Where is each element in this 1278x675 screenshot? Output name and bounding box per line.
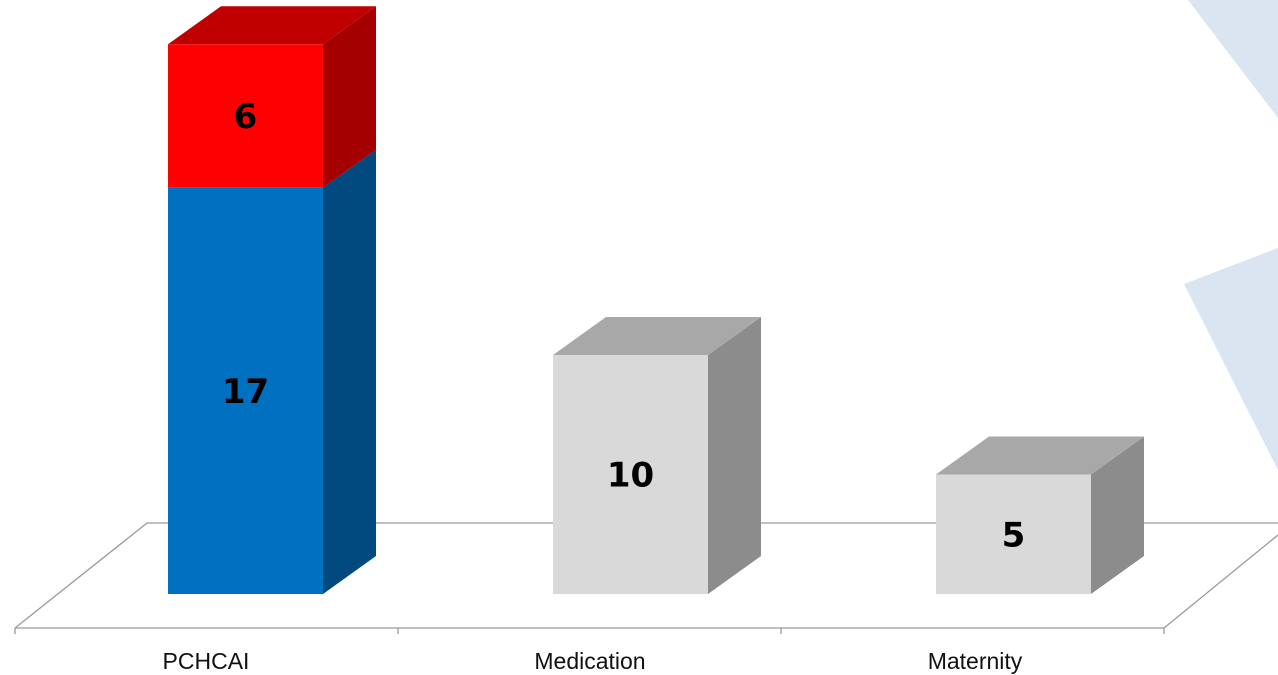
- bar-medication-base-side: [708, 317, 761, 594]
- bar-maternity-base-top: [936, 436, 1144, 475]
- data-label-pchcai-base: 17: [222, 372, 269, 412]
- category-label-maternity: Maternity: [928, 648, 1023, 674]
- bar-pchcai-base: [168, 149, 376, 594]
- bar-medication-base-top: [553, 317, 761, 355]
- bar-maternity-base: [936, 436, 1144, 594]
- bar-pchcai-stack: [168, 6, 376, 188]
- bar-maternity-base-front: [936, 474, 1091, 594]
- bars-group: [168, 6, 1144, 594]
- bar-medication-base: [553, 317, 761, 594]
- data-label-maternity-base: 5: [1002, 515, 1026, 555]
- data-label-pchcai-stack: 6: [234, 97, 258, 137]
- background-shape-bottom: [1184, 248, 1278, 470]
- category-label-pchcai: PCHCAI: [163, 648, 250, 674]
- data-labels-group: 17 6 10 5: [222, 97, 1026, 555]
- bar-pchcai-stack-front: [168, 44, 323, 188]
- bar-pchcai-stack-side: [323, 6, 376, 188]
- category-labels-group: PCHCAI Medication Maternity: [163, 648, 1023, 674]
- data-label-medication-base: 10: [607, 456, 654, 496]
- bar-pchcai-base-side: [323, 149, 376, 594]
- bar-pchcai-base-front: [168, 187, 323, 594]
- bar-medication-base-front: [553, 355, 708, 594]
- category-label-medication: Medication: [534, 648, 645, 674]
- axis-floor-back-edge: [14, 522, 1278, 629]
- bar-maternity-base-side: [1091, 436, 1144, 594]
- bar-pchcai-stack-top: [168, 6, 376, 45]
- axis-floor: [14, 522, 1278, 634]
- background-shape-top: [1188, 0, 1278, 118]
